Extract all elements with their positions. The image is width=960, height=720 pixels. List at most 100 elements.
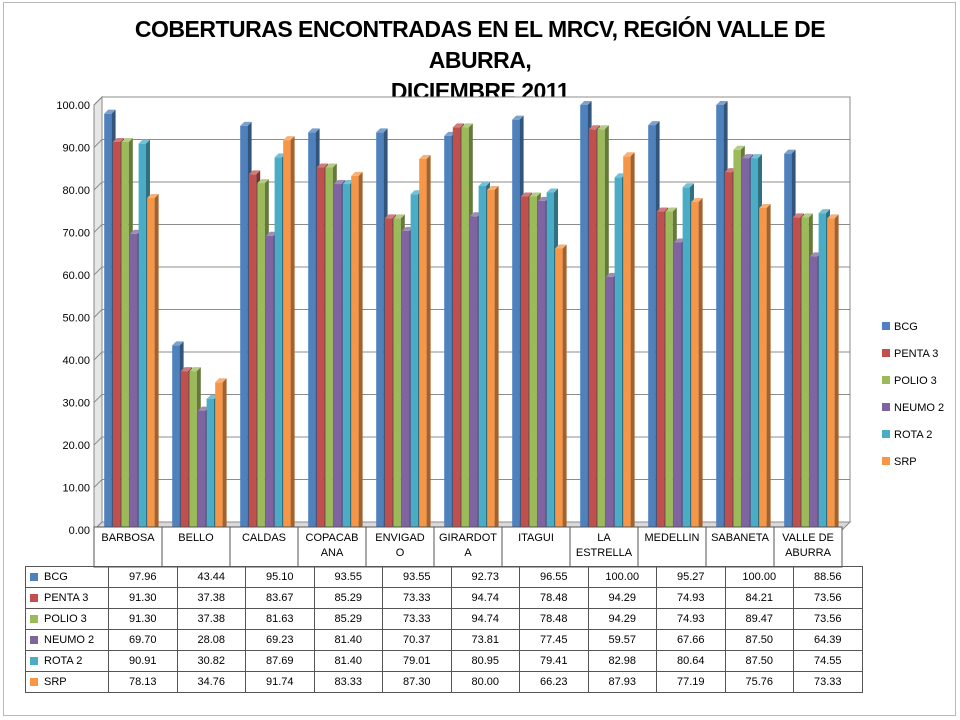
- bar-top: [759, 204, 771, 209]
- bar-front: [376, 132, 384, 530]
- bar-front: [189, 371, 197, 530]
- bar-top: [189, 367, 201, 372]
- gridline-side: [93, 224, 103, 233]
- table-cell: 97.96: [108, 566, 178, 588]
- bar-front: [529, 196, 537, 530]
- bar-top: [665, 207, 677, 212]
- category-label: ESTRELLA: [576, 547, 633, 559]
- table-cell: 69.70: [108, 629, 178, 651]
- category-label: ENVIGAD: [375, 532, 425, 544]
- table-cell: 93.55: [382, 566, 452, 588]
- chart-title-line-1: COBERTURAS ENCONTRADAS EN EL MRCV, REGIÓ…: [134, 16, 826, 73]
- table-cell: 73.56: [793, 608, 863, 630]
- bar-top: [478, 181, 490, 186]
- bar-front: [393, 218, 401, 530]
- bar-front: [555, 248, 563, 530]
- bar-front: [138, 143, 146, 530]
- bar-top: [538, 196, 550, 201]
- bar-side: [562, 244, 567, 530]
- table-cell: 28.08: [176, 629, 246, 651]
- y-tick-label: 60.00: [62, 270, 90, 282]
- legend-label: ROTA 2: [894, 429, 932, 441]
- legend-label: NEUMO 2: [894, 402, 944, 414]
- bar-side: [426, 154, 431, 530]
- bar-front: [614, 177, 622, 530]
- table-cell: 88.56: [793, 566, 863, 588]
- bar-top: [283, 136, 295, 141]
- bar-front: [444, 135, 452, 530]
- bar-top: [376, 128, 388, 133]
- table-cell: 43.44: [176, 566, 246, 588]
- table-cell: 95.10: [245, 566, 315, 588]
- bar: [487, 186, 499, 530]
- bar-top: [274, 153, 286, 158]
- bar-top: [555, 244, 567, 249]
- table-cell: 94.29: [587, 608, 657, 630]
- bar-top: [691, 197, 703, 202]
- bar-front: [240, 125, 248, 530]
- bar-front: [801, 217, 809, 530]
- bar-top: [487, 186, 499, 190]
- bar-front: [520, 196, 529, 530]
- table-cell: 37.38: [176, 587, 246, 609]
- category-label: LA: [597, 532, 611, 544]
- y-tick-label: 40.00: [62, 355, 90, 367]
- table-cell: 87.50: [724, 650, 794, 672]
- table-cell: 87.69: [245, 650, 315, 672]
- bar-front: [724, 172, 733, 531]
- table-cell: 81.40: [313, 650, 383, 672]
- bar-front: [597, 129, 605, 530]
- bar-front: [215, 382, 223, 530]
- table-cell: 81.63: [245, 608, 315, 630]
- table-cell: 78.48: [519, 608, 589, 630]
- legend-swatch: [882, 403, 890, 411]
- table-legend-swatch: [30, 678, 38, 687]
- bar-top: [180, 367, 193, 372]
- bar-front: [316, 167, 325, 530]
- bar-front: [334, 184, 342, 531]
- bar-top: [614, 173, 626, 178]
- legend-label: SRP: [894, 456, 917, 468]
- bar-front: [716, 105, 724, 530]
- gridline-side: [93, 181, 103, 191]
- table-series-name: PENTA 3: [44, 592, 89, 604]
- bar-top: [520, 192, 533, 197]
- bar-top: [470, 212, 482, 217]
- table-cell: 77.19: [656, 671, 726, 693]
- table-cell: 78.13: [108, 671, 178, 693]
- bar-top: [818, 209, 830, 214]
- category-label: SABANETA: [711, 532, 770, 544]
- table-cell: 82.98: [587, 650, 657, 672]
- table-cell: 73.81: [450, 629, 520, 651]
- category-label: CALDAS: [242, 532, 286, 544]
- bar-front: [538, 200, 546, 530]
- table-cell: 80.64: [656, 650, 726, 672]
- table-cell: 95.27: [656, 566, 726, 588]
- bar-top: [316, 163, 329, 168]
- table-cell: 80.00: [450, 671, 520, 693]
- bar-front: [478, 185, 486, 530]
- category-label: ABURRA: [785, 547, 832, 559]
- bar-front: [674, 242, 682, 530]
- bar-front: [180, 371, 189, 530]
- table-series-label: PENTA 3: [25, 587, 109, 609]
- bar-front: [691, 201, 699, 530]
- bar-front: [546, 192, 554, 530]
- bar-top: [827, 214, 839, 219]
- bar-front: [257, 183, 265, 530]
- bar-top: [792, 213, 805, 218]
- data-table: BCG 97.96 43.44 95.10 93.55 93.55 92.73 96.55 10…: [25, 566, 863, 693]
- table-legend-swatch: [30, 657, 38, 666]
- category-label: MEDELLIN: [644, 532, 699, 544]
- bar-top: [682, 183, 694, 188]
- bar-top: [342, 180, 354, 185]
- table-cell: 73.33: [793, 671, 863, 693]
- bar-front: [818, 213, 826, 530]
- bar-top: [674, 238, 686, 243]
- bar-front: [452, 127, 461, 530]
- bar-top: [240, 121, 252, 126]
- gridline-side: [93, 139, 103, 148]
- table-series-name: BCG: [44, 571, 68, 583]
- bar-top: [419, 154, 431, 159]
- table-legend-swatch: [30, 615, 38, 624]
